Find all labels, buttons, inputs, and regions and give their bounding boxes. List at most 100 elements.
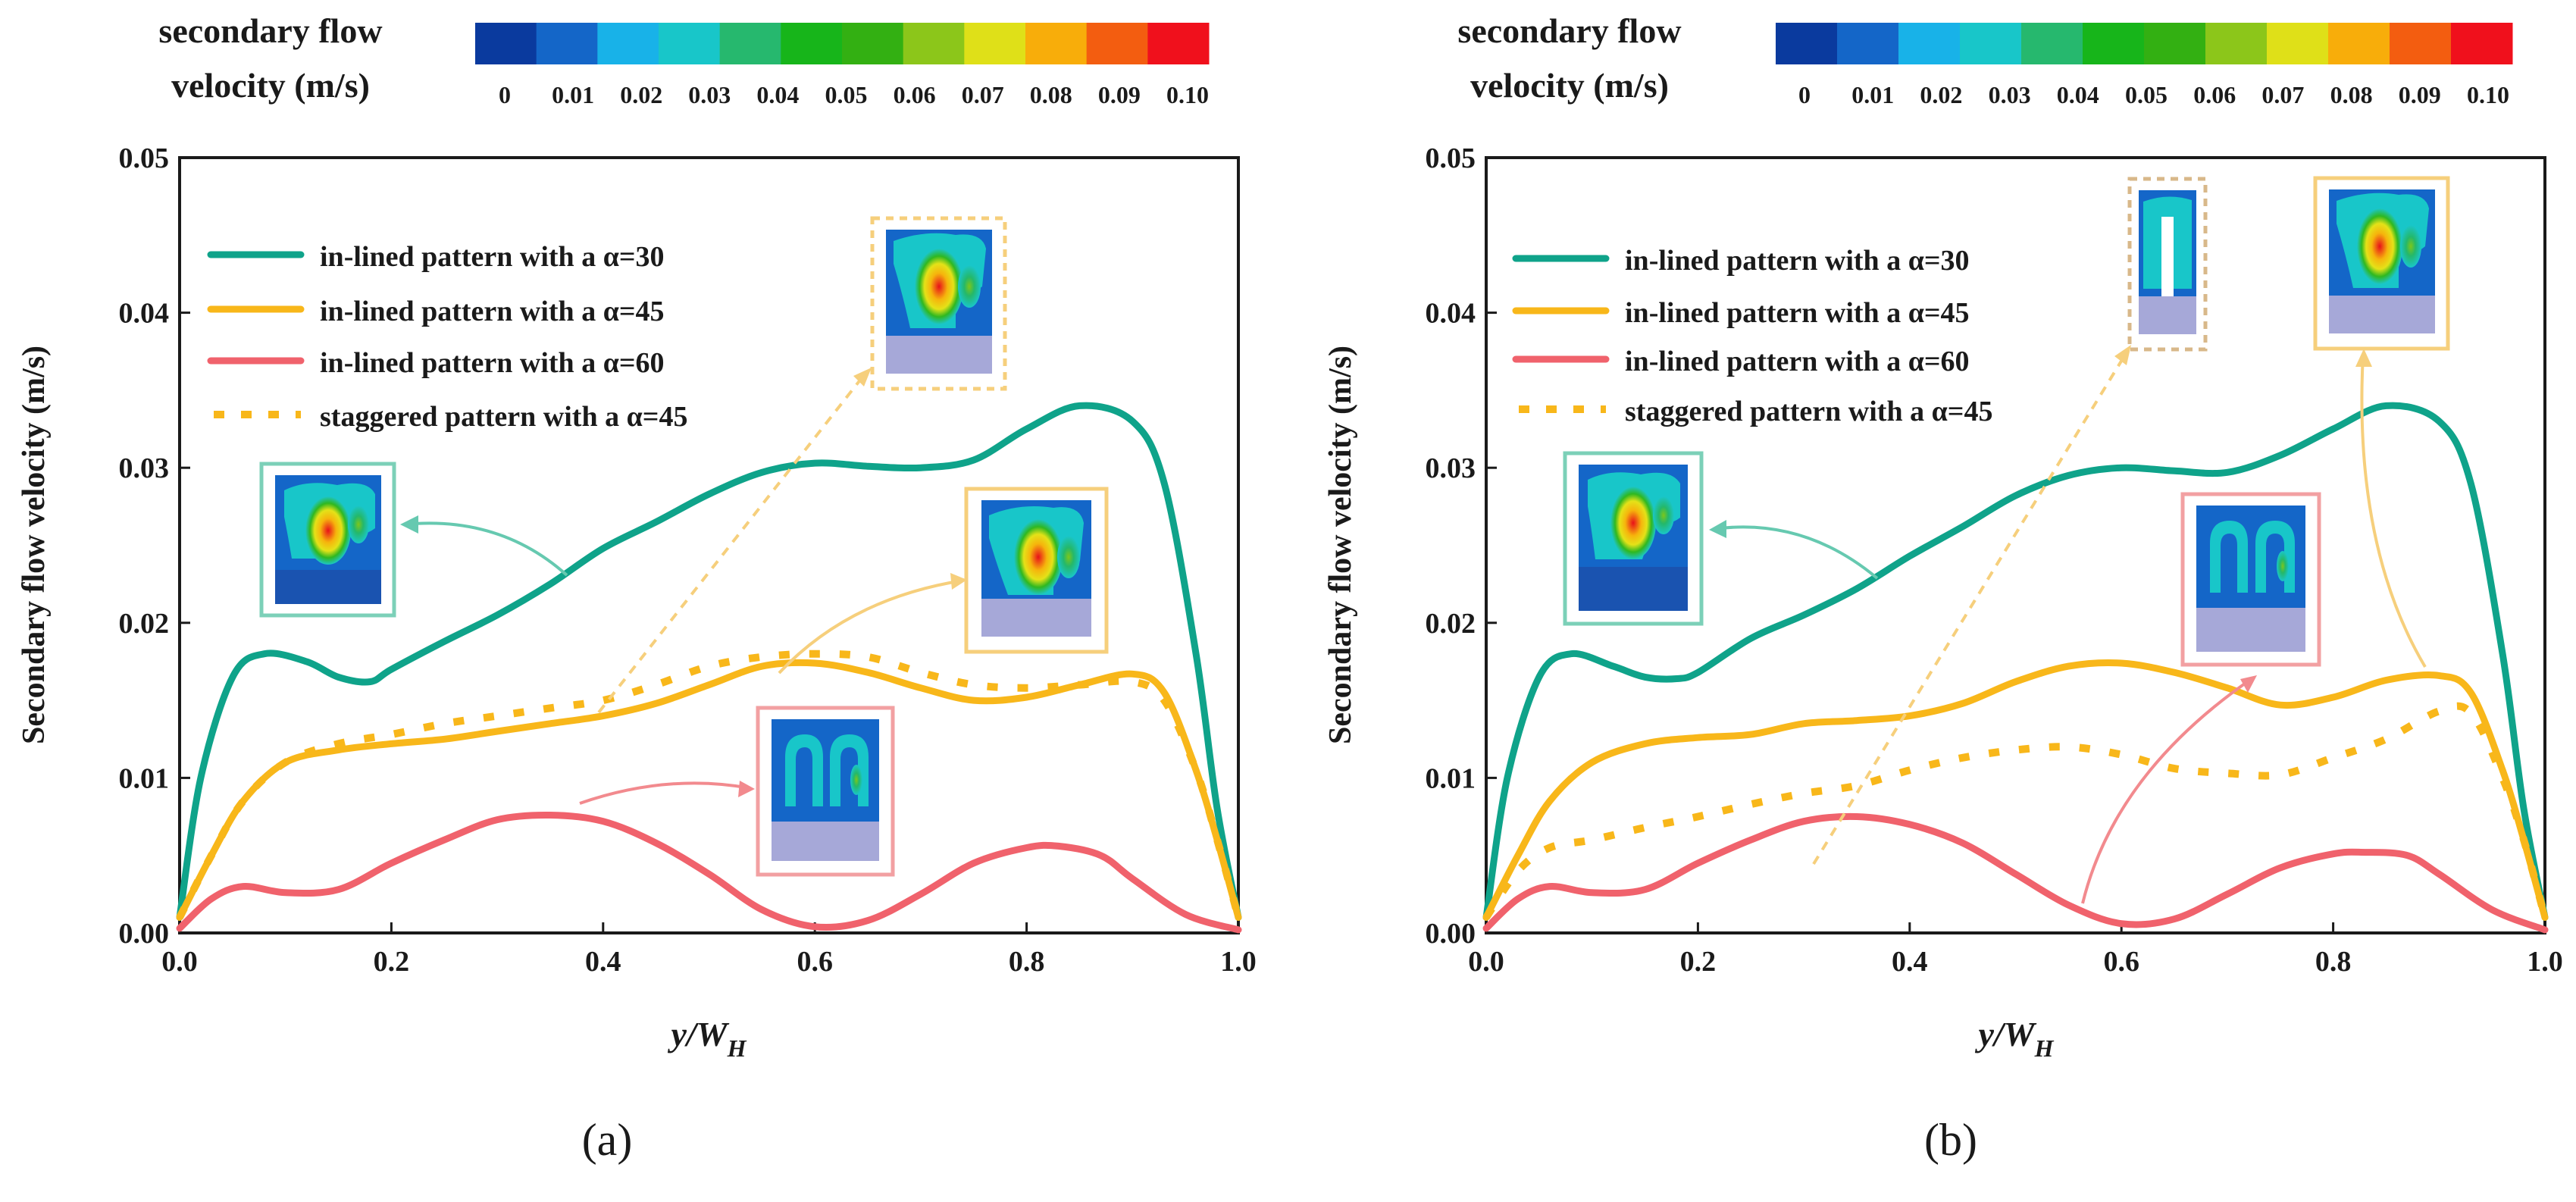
arrow-head-alpha45-a	[950, 573, 967, 590]
inset-alpha45-b	[2313, 176, 2450, 351]
y-tick-label: 0.04	[1426, 298, 1476, 330]
colorbar-tick-label: 0.06	[2193, 81, 2236, 108]
colorbar-tick-label: 0.02	[1920, 81, 1962, 108]
colorbar-cell	[536, 23, 598, 64]
y-tick-label: 0.04	[119, 298, 170, 330]
colorbar-cell	[964, 23, 1026, 64]
x-tick-label: 0.6	[2103, 946, 2139, 978]
legend-label-alpha30: in-lined pattern with a α=30	[1625, 245, 1970, 277]
arrow-alpha60-b	[2081, 677, 2254, 904]
colorbar-cell	[1086, 23, 1148, 64]
arrow-staggered45-a	[597, 374, 865, 714]
legend-label-staggered45: staggered pattern with a α=45	[320, 401, 687, 433]
colorbar-title-line1: secondary flow	[158, 11, 382, 50]
x-tick-label: 0.4	[1892, 946, 1928, 978]
colorbar-title-line1: secondary flow	[1457, 11, 1681, 50]
inset-alpha45-a	[964, 487, 1109, 654]
y-tick-label: 0.01	[1426, 762, 1476, 794]
legend-b: in-lined pattern with a α=30 in-lined pa…	[1512, 245, 1992, 427]
panel-a: secondary flow velocity (m/s) 0 0.01 0.02 0…	[17, 11, 1257, 1165]
x-axis-label-main: y/W	[668, 1015, 730, 1053]
colorbar-cell	[475, 23, 537, 64]
x-tick-label: 0.0	[1468, 946, 1504, 978]
colorbar-cell	[1147, 23, 1210, 64]
colorbar-title-line2: velocity (m/s)	[1470, 66, 1669, 105]
plot-area-b: 0.0 0.2 0.4 0.6 0.8 1.0 0.00 0.01 0.02 0.03 0.04 0.…	[1426, 142, 2563, 978]
arrow-head-alpha30-a	[400, 515, 418, 534]
series-line-alpha30	[1482, 402, 2549, 921]
colorbar-cell	[903, 23, 965, 64]
arrow-alpha45-b	[2360, 354, 2427, 668]
panel-label-a: (a)	[582, 1115, 633, 1165]
colorbar-cell	[2021, 23, 2083, 64]
x-axis-label-a: y/WH	[668, 1015, 747, 1062]
x-tick-label: 0.2	[374, 946, 410, 978]
series-line-alpha45	[176, 659, 1242, 921]
panel-label-b: (b)	[1924, 1115, 1977, 1165]
arrow-head-alpha60-a	[738, 781, 755, 797]
arrow-head-alpha45-b	[2355, 349, 2372, 367]
colorbar-b: secondary flow velocity (m/s) 0 0.01 0.02 0…	[1457, 11, 2513, 108]
y-tick-label: 0.02	[1426, 608, 1476, 640]
panel-b: secondary flow velocity (m/s) 0 0.01 0.02 0…	[1323, 11, 2563, 1165]
y-axis-label-a: Secondary flow velocity (m/s)	[17, 346, 52, 744]
x-axis-label-b: y/WH	[1975, 1015, 2055, 1062]
inset-alpha60-b	[2180, 492, 2321, 667]
x-axis-label-sub: H	[2034, 1035, 2055, 1062]
legend-label-alpha30: in-lined pattern with a α=30	[320, 241, 665, 273]
colorbar-cell	[719, 23, 781, 64]
colorbar-tick-label: 0	[499, 81, 511, 108]
colorbar-tick-label: 0.08	[1030, 81, 1072, 108]
plot-area-a: 0.0 0.2 0.4 0.6 0.8 1.0 0.00 0.01 0.02 0.03 0.04 0.…	[119, 142, 1257, 978]
colorbar-cell	[2083, 23, 2145, 64]
colorbar-tick-label: 0.10	[2467, 81, 2509, 108]
colorbar-tick-label: 0.05	[825, 81, 868, 108]
x-tick-label: 0.0	[161, 946, 198, 978]
colorbar-tick-label: 0.07	[962, 81, 1004, 108]
legend-label-alpha60: in-lined pattern with a α=60	[1625, 346, 1970, 377]
colorbar-cell	[597, 23, 659, 64]
arrow-head-staggered45-a	[853, 368, 872, 387]
y-tick-label: 0.05	[1426, 142, 1476, 174]
colorbar-tick-label: 0.08	[2330, 81, 2373, 108]
x-tick-label: 0.8	[1009, 946, 1045, 978]
colorbar-tick-label: 0.09	[2399, 81, 2441, 108]
colorbar-cells	[475, 23, 1210, 64]
colorbar-tick-label: 0.03	[1989, 81, 2031, 108]
arrow-head-alpha60-b	[2240, 675, 2257, 693]
colorbar-tick-label: 0.05	[2125, 81, 2168, 108]
colorbar-a: secondary flow velocity (m/s) 0 0.01 0.02 0…	[158, 11, 1210, 108]
annotation-arrows-a	[400, 368, 967, 805]
colorbar-cell	[2205, 23, 2268, 64]
inset-alpha30-a	[259, 462, 396, 618]
colorbar-ticks: 0 0.01 0.02 0.03 0.04 0.05 0.06 0.07 0.08 0.09 0.1…	[1798, 81, 2509, 108]
y-tick-label: 0.03	[119, 452, 170, 484]
plot-frame-b	[1485, 156, 2546, 934]
series-line-alpha30	[176, 402, 1242, 921]
colorbar-tick-label: 0.01	[1851, 81, 1894, 108]
plot-frame-a	[178, 156, 1240, 934]
y-axis-label-b: Secondary flow velocity (m/s)	[1323, 346, 1358, 744]
arrow-alpha30-a	[404, 521, 568, 577]
inset-alpha30-b	[1563, 451, 1704, 626]
y-tick-label: 0.01	[119, 762, 170, 794]
x-axis-label-main: y/W	[1975, 1015, 2037, 1053]
inset-staggered45-b	[2127, 177, 2208, 352]
colorbar-cell	[781, 23, 843, 64]
axis-ticks-a: 0.0 0.2 0.4 0.6 0.8 1.0 0.00 0.01 0.02 0.03 0.04 0.…	[119, 142, 1257, 978]
colorbar-cell	[1837, 23, 1899, 64]
y-tick-label: 0.03	[1426, 452, 1476, 484]
axis-ticks-b: 0.0 0.2 0.4 0.6 0.8 1.0 0.00 0.01 0.02 0.03 0.04 0.…	[1426, 142, 2563, 978]
y-tick-label: 0.00	[119, 918, 170, 950]
series-line-alpha45	[1482, 659, 2549, 921]
colorbar-tick-label: 0.07	[2261, 81, 2304, 108]
colorbar-title-line2: velocity (m/s)	[171, 66, 370, 105]
arrow-alpha45-a	[778, 579, 963, 675]
colorbar-cell	[659, 23, 721, 64]
legend-label-alpha45: in-lined pattern with a α=45	[320, 296, 665, 327]
colorbar-cell	[1960, 23, 2022, 64]
colorbar-cell	[842, 23, 904, 64]
colorbar-ticks: 0 0.01 0.02 0.03 0.04 0.05 0.06 0.07 0.08 0.09 0.1…	[499, 81, 1209, 108]
arrow-alpha60-a	[579, 781, 751, 805]
legend-label-alpha60: in-lined pattern with a α=60	[320, 347, 665, 379]
